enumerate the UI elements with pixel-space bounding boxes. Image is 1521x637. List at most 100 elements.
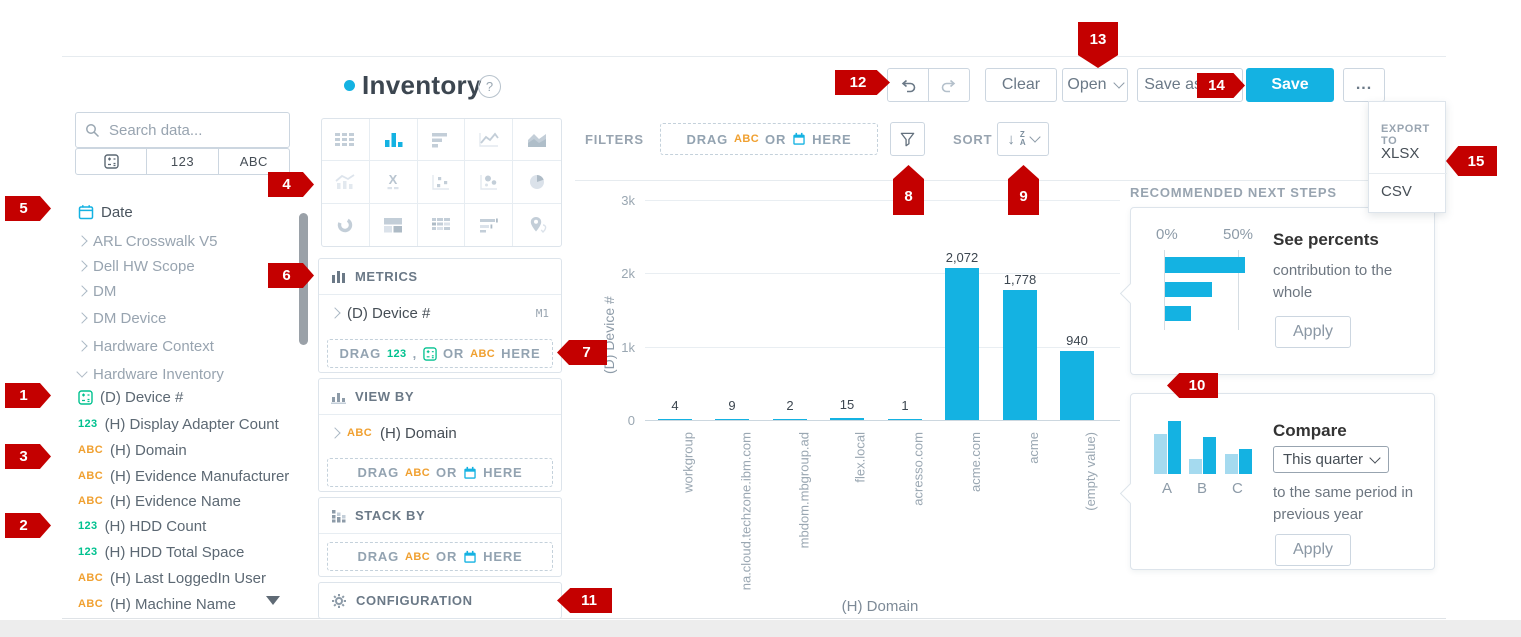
filters-dropzone[interactable]: DRAG ABC OR HERE [660, 123, 878, 155]
tab-measures[interactable] [76, 149, 148, 174]
catalog-group[interactable]: DM [76, 281, 292, 301]
redo-button[interactable] [928, 68, 970, 102]
vis-column-chart-selected[interactable] [369, 119, 418, 162]
text-token-icon: ABC [78, 470, 104, 482]
vis-treemap[interactable] [370, 203, 418, 246]
annotation-badge-9: 9 [1008, 165, 1039, 215]
donut-chart-icon [338, 217, 353, 233]
catalog-item-fact[interactable]: 123 (H) Display Adapter Count [78, 415, 279, 433]
data-label: 4 [671, 398, 679, 413]
chevron-right-icon [329, 427, 341, 439]
catalog-group[interactable]: DM Device [76, 308, 292, 328]
catalog-item-date[interactable]: Date [78, 202, 292, 222]
catalog-group[interactable]: ARL Crosswalk V5 [76, 231, 292, 251]
export-menu-header: EXPORT TO [1381, 123, 1430, 147]
bar-flex-local[interactable] [830, 418, 864, 420]
catalog-group[interactable]: Hardware Context [76, 336, 292, 356]
compare-card: A B C Compare This quarter to the same p… [1119, 393, 1435, 570]
clear-button[interactable]: Clear [985, 68, 1057, 102]
bar-workgroup[interactable] [658, 419, 692, 420]
chevron-down-icon [1028, 131, 1041, 143]
catalog-group[interactable]: Dell HW Scope [76, 256, 292, 276]
page-title: Inventory [362, 70, 482, 100]
catalog-item-attribute[interactable]: ABC (H) Evidence Manufacturer [78, 467, 290, 485]
vis-scatter-plot[interactable] [417, 161, 466, 204]
text-token-icon: ABC [78, 572, 104, 584]
vis-heatmap[interactable] [418, 203, 466, 246]
view-by-item-domain[interactable]: ABC (H) Domain [319, 414, 561, 451]
catalog-item-fact[interactable]: 123 (H) HDD Total Space [78, 543, 245, 561]
vis-bubble-chart[interactable] [465, 161, 514, 204]
mini-bar-current [1239, 449, 1252, 474]
vis-area-chart[interactable] [513, 119, 561, 162]
vis-pie-chart[interactable] [513, 161, 561, 204]
help-icon[interactable]: ? [478, 75, 501, 98]
tab-attributes[interactable]: ABC [239, 154, 268, 169]
data-label: 2,072 [945, 250, 979, 265]
tab-facts[interactable]: 123 [147, 149, 219, 174]
filters-label: FILTERS [585, 132, 644, 147]
filter-button[interactable] [890, 122, 925, 156]
more-actions-button[interactable]: ... [1343, 68, 1385, 102]
data-label: 1 [901, 398, 909, 413]
bar-mbdom[interactable] [773, 419, 807, 420]
vis-bullet-chart[interactable] [465, 203, 514, 246]
export-csv-item[interactable]: CSV [1381, 183, 1412, 200]
export-menu-divider [1369, 173, 1447, 174]
compare-period-select[interactable]: This quarter [1273, 446, 1390, 473]
undo-button[interactable] [887, 68, 929, 102]
stack-by-dropzone[interactable]: DRAG ABC OR HERE [327, 542, 553, 571]
open-button[interactable]: Open [1062, 68, 1128, 102]
metric-tag: M1 [535, 306, 549, 320]
view-by-dropzone[interactable]: DRAG ABC OR HERE [327, 458, 553, 487]
mini-bar-current [1168, 421, 1181, 474]
catalog-item-attribute[interactable]: ABC (H) Last LoggedIn User [78, 569, 266, 587]
card-pointer [1119, 282, 1142, 305]
x-category-label: mbdom.mbgroup.ad [796, 432, 811, 549]
see-percents-description: contribution to the whole [1273, 262, 1393, 301]
chevron-down-icon [1112, 77, 1125, 89]
data-label: 940 [1066, 333, 1088, 348]
vis-donut-chart[interactable] [322, 203, 370, 246]
catalog-item-attribute[interactable]: ABC (H) Domain [78, 441, 187, 459]
compare-description: to the same period in previous year [1273, 484, 1414, 523]
vis-combo-chart[interactable] [322, 161, 370, 204]
search-box[interactable] [75, 112, 290, 148]
bar-acresso[interactable] [888, 419, 922, 420]
recommendations-header: RECOMMENDED NEXT STEPS [1130, 185, 1337, 200]
save-button[interactable]: Save [1246, 68, 1334, 102]
catalog-item-attribute[interactable]: ABC (H) Machine Name [78, 595, 236, 613]
pie-chart-icon [530, 174, 545, 189]
vis-table[interactable] [322, 119, 370, 162]
bar-na-cloud[interactable] [715, 419, 749, 420]
metrics-dropzone[interactable]: DRAG 123 , OR ABC HERE [327, 339, 553, 368]
compare-apply-button[interactable]: Apply [1275, 534, 1352, 566]
vis-line-chart[interactable] [465, 119, 514, 162]
search-input[interactable] [107, 120, 271, 140]
catalog-item-measure[interactable]: (D) Device # [78, 387, 292, 407]
arrow-down-icon: ↓ [1007, 130, 1015, 148]
search-icon [86, 123, 100, 137]
annotation-badge-2: 2 [5, 513, 51, 538]
annotation-badge-7: 7 [557, 340, 607, 365]
vis-geo-chart[interactable] [513, 204, 561, 246]
export-xlsx-item[interactable]: XLSX [1381, 145, 1420, 162]
vis-headline[interactable]: X [369, 161, 418, 204]
mini-bar [1165, 306, 1191, 321]
vis-bar-chart[interactable] [417, 119, 466, 162]
unsaved-indicator-dot [344, 80, 355, 91]
catalog-group-expanded[interactable]: Hardware Inventory [76, 364, 292, 384]
sort-label: SORT [953, 132, 993, 147]
catalog-item-fact[interactable]: 123 (H) HDD Count [78, 517, 207, 535]
configuration-section[interactable]: CONFIGURATION [318, 582, 562, 619]
bar-empty-value[interactable] [1060, 351, 1094, 420]
see-percents-apply-button[interactable]: Apply [1275, 316, 1352, 348]
text-token-icon: ABC [470, 347, 496, 360]
bar-acme-com[interactable] [945, 268, 979, 420]
metrics-item-device-count[interactable]: (D) Device # M1 [319, 294, 561, 331]
bar-acme[interactable] [1003, 290, 1037, 420]
catalog-item-attribute[interactable]: ABC (H) Evidence Name [78, 492, 241, 510]
scroll-more-icon [266, 596, 280, 605]
x-axis-title: (H) Domain [841, 598, 919, 615]
